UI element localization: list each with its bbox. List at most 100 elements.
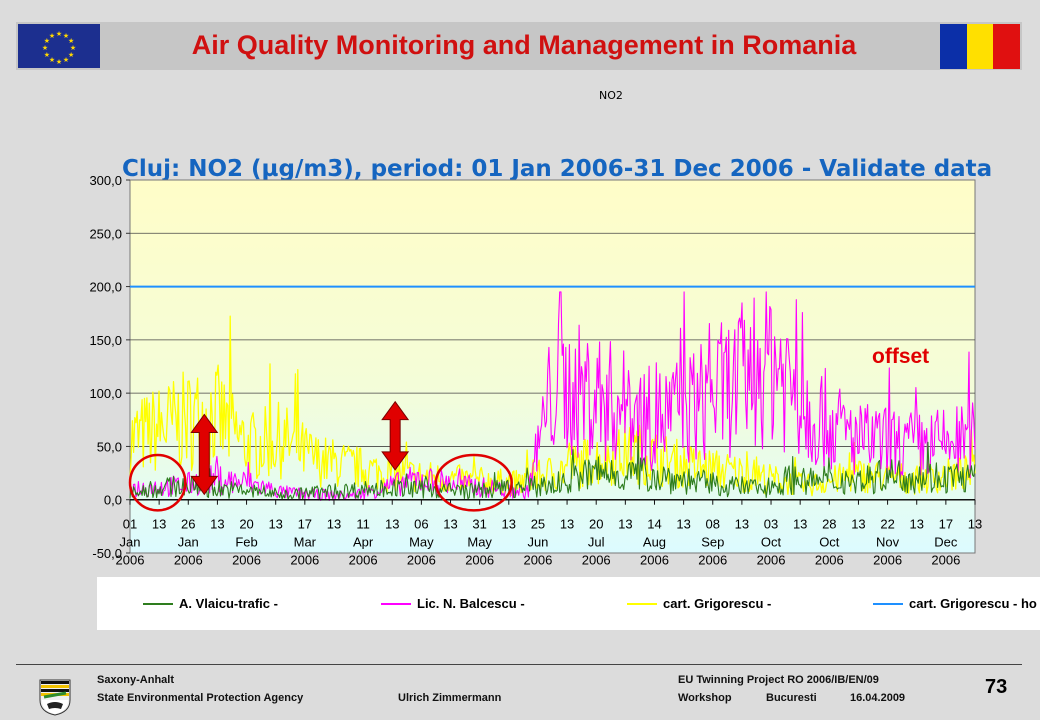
x-tick-label-year: 2006: [465, 553, 494, 568]
x-tick-label-year: 2006: [407, 553, 436, 568]
eu-star-icon: ★: [68, 51, 74, 59]
eu-star-icon: ★: [44, 37, 50, 45]
chart-title: Cluj: NO2 (µg/m3), period: 01 Jan 2006-3…: [122, 156, 992, 182]
footer-author: Ulrich Zimmermann: [398, 692, 502, 704]
x-tick-label-year: 2006: [582, 553, 611, 568]
x-tick-label-day: 13: [618, 517, 632, 532]
eu-star-icon: ★: [49, 32, 55, 40]
chart-legend: A. Vlaicu-trafic - Lic. N. Balcescu - ca…: [97, 577, 1040, 630]
legend-swatch: [627, 602, 657, 605]
x-tick-label-year: 2006: [349, 553, 378, 568]
romania-flag-icon: [940, 24, 1021, 69]
x-tick-label-day: 13: [152, 517, 166, 532]
page-number: 73: [985, 676, 1008, 698]
x-tick-label-day: 31: [472, 517, 486, 532]
x-tick-label-year: 2006: [640, 553, 669, 568]
x-tick-label-day: 13: [443, 517, 457, 532]
x-tick-label-year: 2006: [116, 553, 145, 568]
double-arrow-icon: [381, 400, 410, 471]
pollutant-label: NO2: [599, 89, 623, 102]
x-tick-label-day: 13: [793, 517, 807, 532]
title-bar: [16, 22, 1022, 70]
x-tick-label-month: Sep: [701, 535, 724, 550]
legend-item-balcescu: Lic. N. Balcescu -: [381, 596, 525, 611]
x-tick-label-day: 20: [589, 517, 603, 532]
slide-title: Air Quality Monitoring and Management in…: [191, 30, 857, 60]
plot-area: [129, 179, 976, 554]
x-tick-label-month: Jul: [588, 535, 605, 550]
x-tick-label-day: 13: [735, 517, 749, 532]
x-tick-label-day: 11: [356, 517, 370, 532]
legend-item-grigorescu-limit: cart. Grigorescu - ho: [873, 596, 1037, 611]
legend-label: cart. Grigorescu - ho: [909, 596, 1037, 611]
y-tick-label: 200,0: [89, 280, 122, 295]
x-tick-label-month: Aug: [643, 535, 666, 550]
highlight-ellipse: [128, 453, 187, 512]
x-tick-label-day: 06: [414, 517, 428, 532]
y-tick-label: 300,0: [89, 173, 122, 188]
footer-date: 16.04.2009: [850, 692, 906, 704]
x-tick-label-day: 01: [123, 517, 137, 532]
x-tick-label-year: 2006: [815, 553, 844, 568]
double-arrow-icon: [190, 413, 219, 496]
eu-flag-icon: ★ ★ ★ ★ ★ ★ ★ ★ ★ ★ ★ ★: [18, 24, 100, 68]
x-tick-label-year: 2006: [174, 553, 203, 568]
x-tick-label-day: 13: [327, 517, 341, 532]
y-tick-label: 0,0: [104, 493, 122, 508]
no2-chart: Cluj: NO2 (µg/m3), period: 01 Jan 2006-3…: [89, 156, 992, 568]
x-tick-label-day: 13: [968, 517, 982, 532]
y-tick-label: 50,0: [97, 439, 122, 454]
x-tick-label-day: 28: [822, 517, 836, 532]
x-tick-label-day: 17: [298, 517, 312, 532]
eu-star-icon: ★: [44, 51, 50, 59]
x-tick-label-month: Mar: [294, 535, 317, 550]
saxony-anhalt-coat-of-arms-icon: [39, 679, 71, 716]
x-tick-label-day: 13: [851, 517, 865, 532]
eu-star-icon: ★: [56, 58, 62, 66]
x-tick-label-month: Dec: [934, 535, 958, 550]
eu-star-icon: ★: [70, 44, 76, 52]
x-tick-label-day: 13: [385, 517, 399, 532]
legend-label: A. Vlaicu-trafic -: [179, 596, 278, 611]
legend-label: Lic. N. Balcescu -: [417, 596, 525, 611]
y-tick-label: 100,0: [89, 386, 122, 401]
x-tick-label-month: Jan: [120, 535, 141, 550]
footer-org-state: Saxony-Anhalt: [97, 674, 175, 686]
x-tick-label-day: 25: [531, 517, 545, 532]
legend-item-grigorescu: cart. Grigorescu -: [627, 596, 771, 611]
x-tick-label-day: 13: [210, 517, 224, 532]
eu-star-icon: ★: [68, 37, 74, 45]
x-tick-label-year: 2006: [757, 553, 786, 568]
highlight-ellipse: [434, 453, 513, 512]
y-tick-label: 150,0: [89, 333, 122, 348]
legend-swatch: [143, 602, 173, 605]
x-tick-label-day: 17: [939, 517, 953, 532]
x-tick-label-month: Apr: [353, 535, 374, 550]
legend-item-vlaicu: A. Vlaicu-trafic -: [143, 596, 278, 611]
legend-label: cart. Grigorescu -: [663, 596, 772, 611]
footer-org-agency: State Environmental Protection Agency: [97, 692, 304, 704]
eu-star-icon: ★: [63, 56, 69, 64]
x-tick-label-day: 13: [676, 517, 690, 532]
x-tick-label-month: Jun: [527, 535, 548, 550]
x-tick-label-day: 14: [647, 517, 661, 532]
x-tick-label-day: 13: [268, 517, 282, 532]
x-tick-label-month: Nov: [876, 535, 900, 550]
x-tick-label-year: 2006: [290, 553, 319, 568]
series-line-1: [129, 291, 976, 501]
eu-star-icon: ★: [42, 44, 48, 52]
x-tick-label-month: Oct: [819, 535, 840, 550]
x-tick-label-year: 2006: [873, 553, 902, 568]
eu-star-icon: ★: [56, 30, 62, 38]
x-tick-label-day: 08: [706, 517, 720, 532]
legend-swatch: [381, 602, 411, 605]
x-tick-label-year: 2006: [523, 553, 552, 568]
x-tick-label-month: May: [409, 535, 434, 550]
series-line-0: [129, 435, 976, 500]
x-tick-label-day: 13: [502, 517, 516, 532]
legend-swatch: [873, 602, 903, 605]
x-tick-label-day: 03: [764, 517, 778, 532]
x-tick-label-year: 2006: [698, 553, 727, 568]
x-tick-label-month: Oct: [761, 535, 782, 550]
x-tick-label-day: 13: [909, 517, 923, 532]
